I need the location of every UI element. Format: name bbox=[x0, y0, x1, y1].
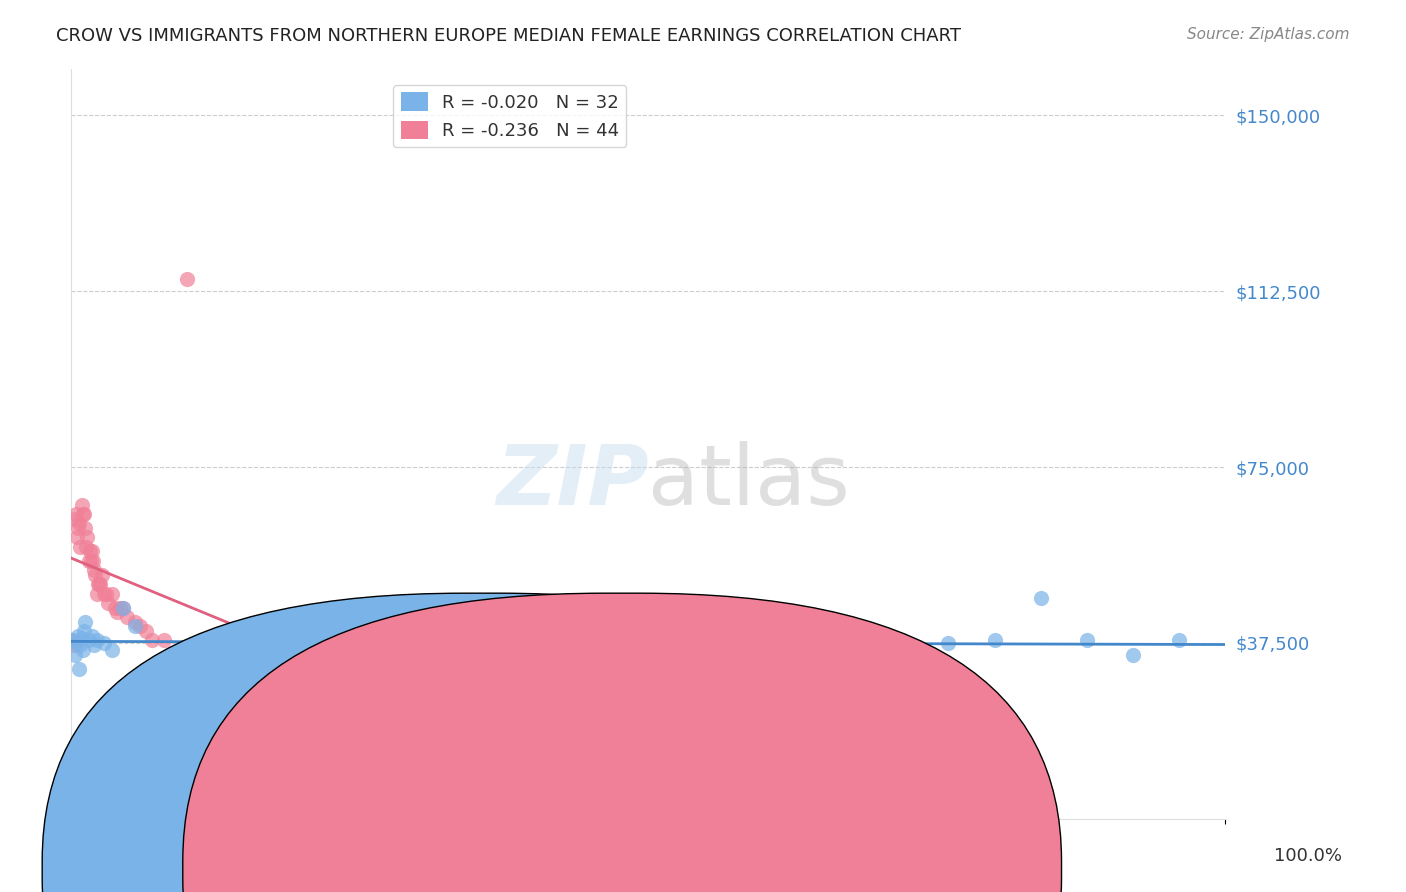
Point bbox=[86, 586, 108, 600]
Point bbox=[69, 540, 91, 554]
Point bbox=[70, 498, 93, 512]
Point bbox=[135, 624, 157, 639]
Point bbox=[67, 521, 90, 535]
Point bbox=[83, 563, 105, 577]
Point bbox=[1076, 633, 1098, 648]
Point bbox=[70, 631, 93, 645]
Point bbox=[1029, 591, 1052, 606]
Point bbox=[65, 507, 87, 521]
Point bbox=[87, 577, 110, 591]
Point bbox=[198, 638, 221, 652]
Point bbox=[108, 600, 131, 615]
Point bbox=[80, 629, 103, 643]
Point bbox=[141, 633, 163, 648]
Point bbox=[63, 511, 86, 525]
Point bbox=[83, 638, 105, 652]
Point bbox=[384, 643, 406, 657]
Point bbox=[129, 619, 152, 633]
Point bbox=[75, 540, 97, 554]
Point bbox=[187, 638, 209, 652]
Point bbox=[60, 633, 83, 648]
Point bbox=[79, 544, 101, 558]
Point bbox=[75, 521, 97, 535]
Point bbox=[112, 600, 135, 615]
Point bbox=[222, 643, 245, 657]
Point bbox=[97, 596, 120, 610]
Point bbox=[84, 567, 107, 582]
Point bbox=[67, 662, 90, 676]
Point bbox=[80, 544, 103, 558]
Legend: R = -0.020   N = 32, R = -0.236   N = 44: R = -0.020 N = 32, R = -0.236 N = 44 bbox=[394, 85, 627, 147]
Point bbox=[60, 633, 83, 648]
Point bbox=[73, 507, 96, 521]
Point bbox=[107, 605, 129, 619]
Text: 100.0%: 100.0% bbox=[1274, 847, 1341, 865]
Point bbox=[891, 633, 914, 648]
Point bbox=[67, 629, 90, 643]
Point bbox=[100, 586, 122, 600]
Point bbox=[66, 636, 89, 650]
Point bbox=[73, 624, 96, 639]
Point bbox=[100, 643, 122, 657]
Point bbox=[87, 577, 110, 591]
Text: CROW VS IMMIGRANTS FROM NORTHERN EUROPE MEDIAN FEMALE EARNINGS CORRELATION CHART: CROW VS IMMIGRANTS FROM NORTHERN EUROPE … bbox=[56, 27, 962, 45]
Point bbox=[62, 638, 84, 652]
Point bbox=[72, 507, 94, 521]
Point bbox=[86, 633, 108, 648]
Point bbox=[245, 636, 267, 650]
Point bbox=[983, 633, 1005, 648]
Point bbox=[124, 615, 146, 629]
Point bbox=[314, 633, 336, 648]
Point bbox=[93, 636, 115, 650]
Point bbox=[94, 586, 117, 600]
Point bbox=[661, 671, 683, 685]
Point bbox=[176, 272, 198, 286]
Point bbox=[80, 554, 103, 568]
Point bbox=[69, 638, 91, 652]
Text: Crow: Crow bbox=[512, 856, 557, 874]
Point bbox=[115, 610, 138, 624]
Point bbox=[77, 633, 100, 648]
Point bbox=[76, 530, 98, 544]
Point bbox=[104, 600, 127, 615]
Point bbox=[124, 619, 146, 633]
Point bbox=[1168, 633, 1191, 648]
Text: atlas: atlas bbox=[648, 441, 851, 522]
Point bbox=[67, 516, 90, 531]
Point bbox=[82, 554, 104, 568]
Text: Source: ZipAtlas.com: Source: ZipAtlas.com bbox=[1187, 27, 1350, 42]
Point bbox=[66, 530, 89, 544]
Point bbox=[938, 636, 960, 650]
Point bbox=[152, 633, 174, 648]
Point bbox=[91, 567, 114, 582]
Point bbox=[89, 577, 111, 591]
Point bbox=[63, 648, 86, 662]
Point bbox=[845, 671, 868, 685]
Text: 0.0%: 0.0% bbox=[76, 847, 121, 865]
Point bbox=[93, 586, 115, 600]
Point bbox=[75, 615, 97, 629]
Point bbox=[77, 554, 100, 568]
Point bbox=[499, 636, 522, 650]
Point bbox=[72, 643, 94, 657]
Text: Immigrants from Northern Europe: Immigrants from Northern Europe bbox=[620, 856, 927, 874]
Text: ZIP: ZIP bbox=[496, 441, 648, 522]
Point bbox=[1122, 648, 1144, 662]
Point bbox=[198, 638, 221, 652]
Point bbox=[112, 600, 135, 615]
